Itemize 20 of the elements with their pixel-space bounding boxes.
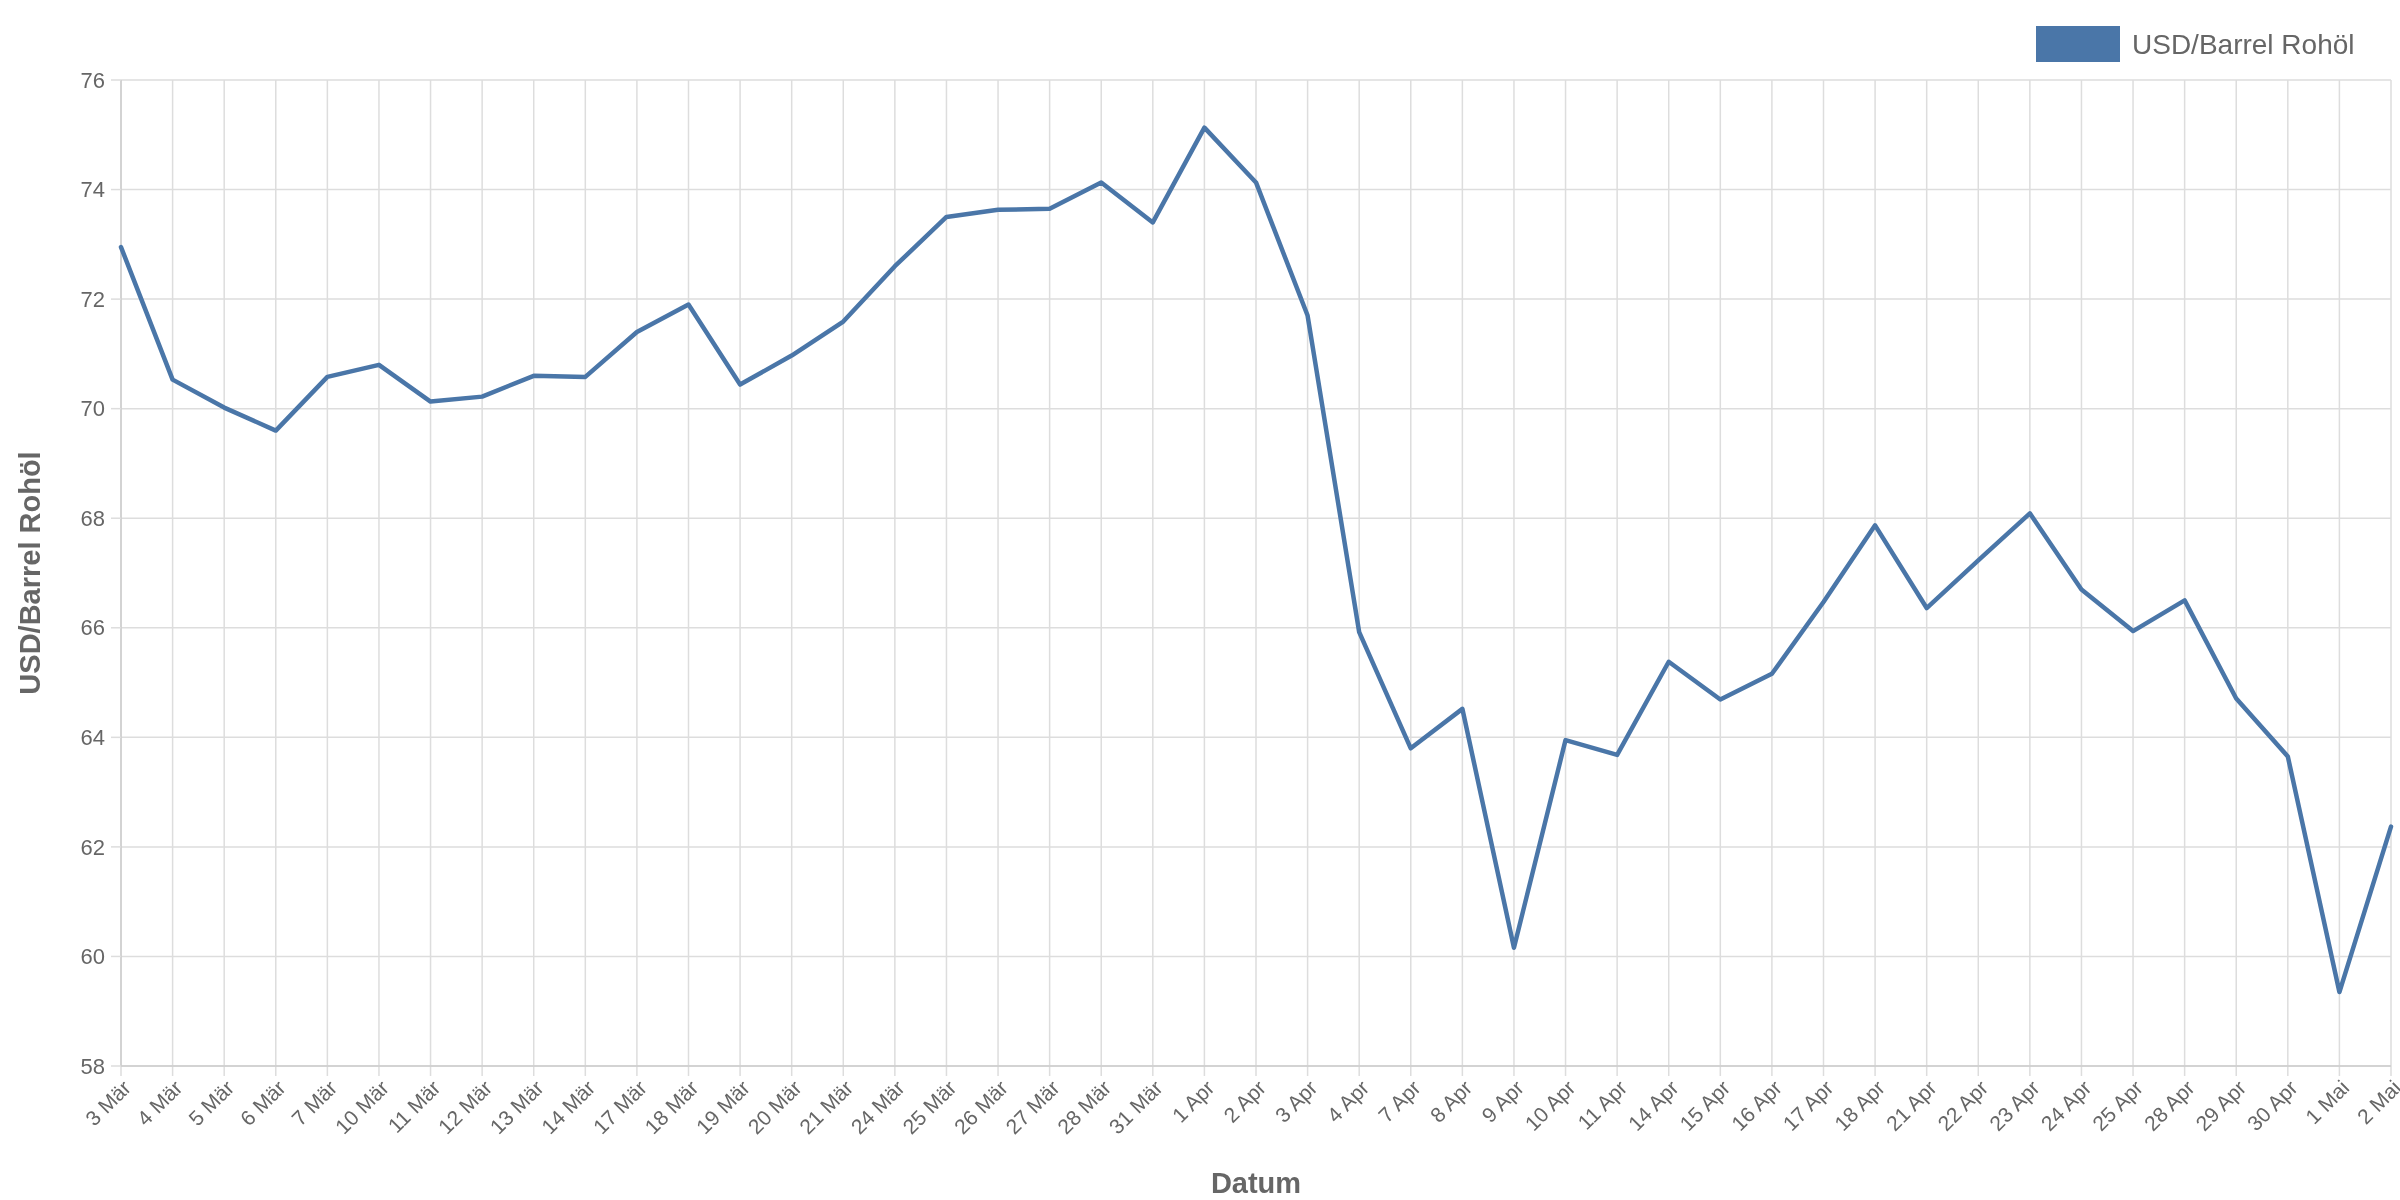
y-tick-label: 60: [80, 944, 105, 970]
y-tick-label: 64: [80, 725, 105, 751]
y-tick-label: 70: [80, 396, 105, 422]
legend-label: USD/Barrel Rohöl: [2132, 28, 2355, 60]
x-tick-label: 3 Apr: [1270, 1075, 1322, 1127]
y-tick-label: 76: [80, 67, 105, 93]
x-tick-label: 1 Apr: [1167, 1075, 1219, 1127]
y-tick-label: 72: [80, 286, 105, 312]
y-tick-label: 66: [80, 615, 105, 641]
y-tick-label: 68: [80, 505, 105, 531]
x-tick-label: 4 Apr: [1322, 1075, 1374, 1127]
y-tick-label: 62: [80, 834, 105, 860]
x-tick-label: 8 Apr: [1425, 1075, 1477, 1127]
y-axis-title: USD/Barrel Rohöl: [14, 451, 46, 695]
y-tick-label: 74: [80, 177, 105, 203]
x-tick-label: 9 Apr: [1477, 1075, 1528, 1127]
x-tick-label: 2 Apr: [1219, 1075, 1271, 1127]
x-tick-label: 7 Apr: [1373, 1075, 1425, 1127]
x-axis-title: Datum: [1210, 1167, 1302, 1199]
x-tick-label: 1 Mai: [2300, 1075, 2354, 1129]
